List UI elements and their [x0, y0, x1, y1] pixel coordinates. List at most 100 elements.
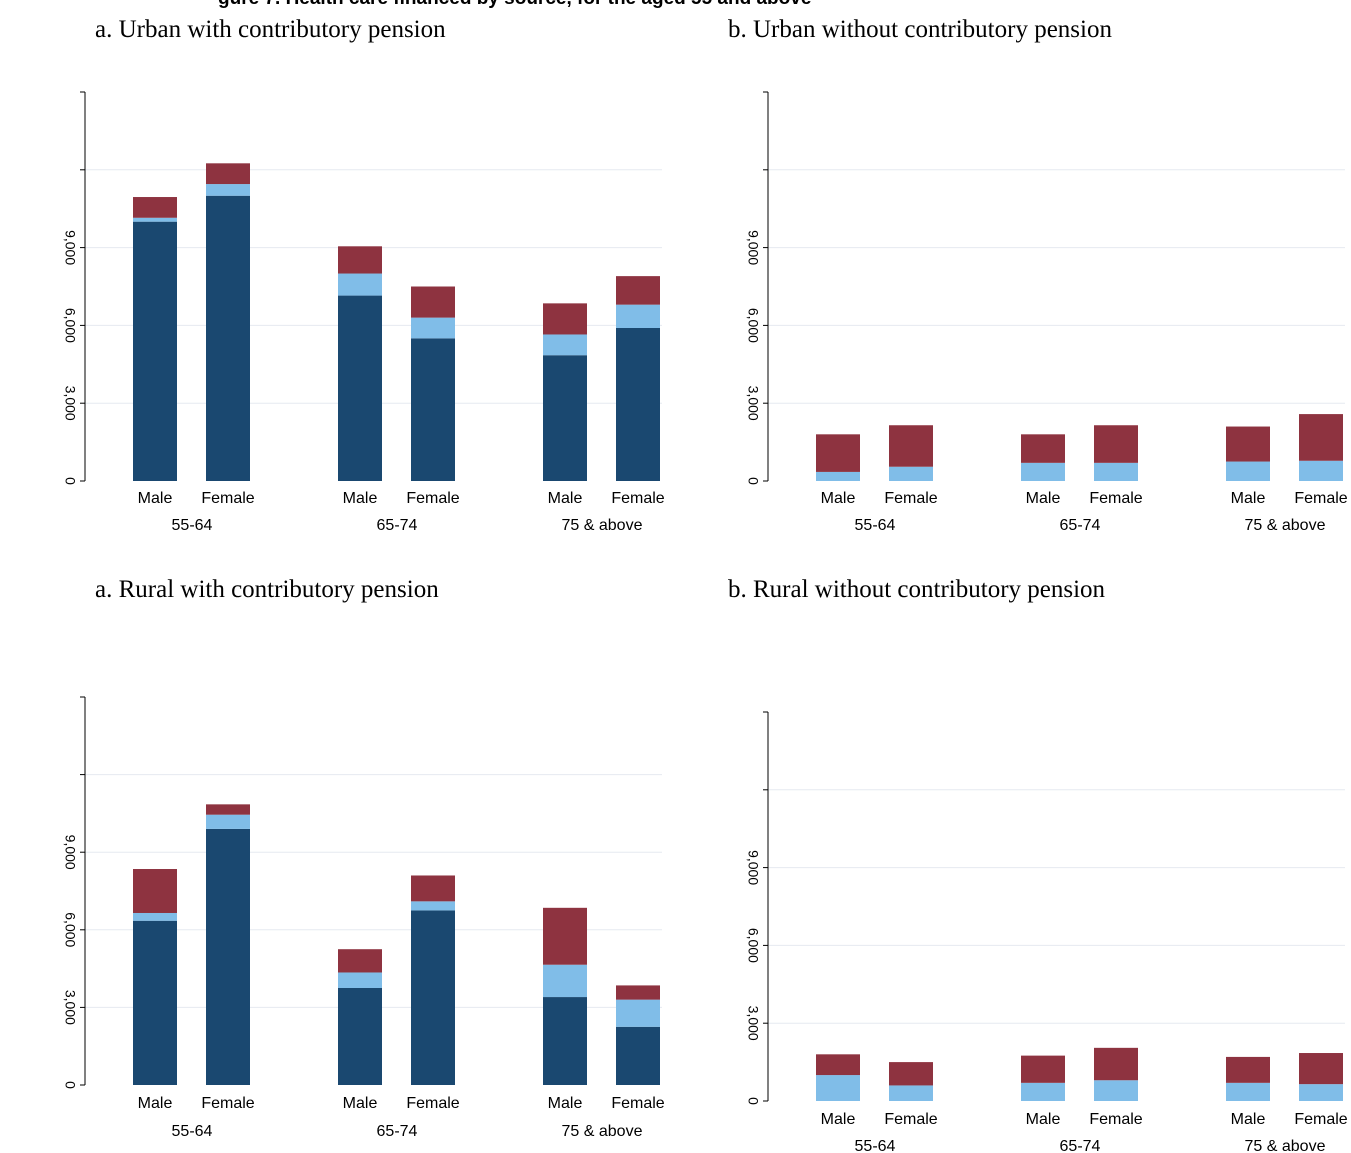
- bar-segment-2: [1094, 1080, 1138, 1101]
- panel-rural-without-pension: b. Rural without contributory pension 0 3…: [728, 576, 1348, 1153]
- bar-segment-3: [616, 985, 660, 1000]
- x-category-label: Female: [201, 490, 254, 507]
- x-category-label: Female: [884, 1111, 937, 1128]
- y-tick-label: 9,000: [62, 835, 78, 870]
- y-tick-label: 6,000: [62, 912, 78, 947]
- bar-segment-3: [1299, 1053, 1343, 1085]
- bar-segment-1: [133, 920, 177, 1085]
- bar-segment-3: [1021, 434, 1065, 463]
- y-tick-label: 3,000: [745, 386, 761, 421]
- bar-segment-3: [1299, 414, 1343, 461]
- bar-segment-3: [1226, 1056, 1270, 1083]
- y-tick-label: 3,000: [745, 1006, 761, 1041]
- x-category-label: Male: [138, 1095, 173, 1112]
- x-category-label: Male: [1231, 490, 1266, 507]
- bar-segment-2: [206, 184, 250, 196]
- panel-title: b. Urban without contributory pension: [728, 16, 1112, 43]
- bar-segment-2: [816, 471, 860, 481]
- bar-segment-2: [616, 999, 660, 1027]
- bar-segment-3: [411, 875, 455, 902]
- bar-segment-1: [543, 997, 587, 1085]
- x-category-label: Male: [1026, 490, 1061, 507]
- x-category-label: Female: [884, 490, 937, 507]
- x-category-label: Male: [343, 1095, 378, 1112]
- x-category-label: Female: [611, 1095, 664, 1112]
- bar-segment-2: [543, 964, 587, 998]
- bar-segment-2: [411, 901, 455, 911]
- x-group-label: 65-74: [377, 1123, 418, 1140]
- bar-segment-3: [1094, 425, 1138, 463]
- y-tick-label: 0: [62, 477, 78, 485]
- bar-segment-3: [543, 303, 587, 335]
- x-category-label: Female: [1089, 490, 1142, 507]
- x-category-label: Female: [406, 1095, 459, 1112]
- y-tick-label: 0: [745, 1097, 761, 1105]
- y-tick-label: 0: [62, 1081, 78, 1089]
- bar-segment-1: [133, 221, 177, 481]
- bar-segment-2: [1226, 461, 1270, 481]
- figure-title: gure 7. Health care financed by source, …: [218, 0, 811, 9]
- x-category-label: Male: [821, 1111, 856, 1128]
- x-category-label: Female: [1294, 1111, 1347, 1128]
- bar-segment-2: [338, 972, 382, 988]
- x-category-label: Female: [201, 1095, 254, 1112]
- bar-segment-1: [338, 988, 382, 1085]
- bar-segment-3: [616, 276, 660, 305]
- bar-segment-2: [1226, 1082, 1270, 1101]
- x-group-label: 65-74: [1060, 1138, 1101, 1153]
- x-group-label: 65-74: [377, 517, 418, 534]
- bar-segment-3: [133, 197, 177, 218]
- bar-segment-2: [889, 466, 933, 481]
- bar-segment-3: [889, 1062, 933, 1086]
- bar-segment-1: [206, 828, 250, 1085]
- x-category-label: Male: [1026, 1111, 1061, 1128]
- panel-title: a. Rural with contributory pension: [95, 576, 439, 603]
- bar-segment-3: [206, 804, 250, 815]
- y-tick-label: 6,000: [745, 928, 761, 963]
- y-tick-label: 9,000: [62, 230, 78, 265]
- x-category-label: Female: [1089, 1111, 1142, 1128]
- bar-segment-2: [1021, 462, 1065, 481]
- bar-segment-1: [616, 1026, 660, 1085]
- bar-segment-2: [411, 317, 455, 339]
- panel-urban-without-pension: b. Urban without contributory pension 0 3…: [728, 16, 1348, 534]
- x-group-label: 55-64: [855, 517, 896, 534]
- bar-segment-1: [338, 295, 382, 481]
- bar-segment-3: [543, 907, 587, 965]
- bar-segment-2: [543, 334, 587, 356]
- x-category-label: Male: [138, 490, 173, 507]
- x-category-label: Female: [611, 490, 664, 507]
- x-category-label: Male: [1231, 1111, 1266, 1128]
- x-group-label: 75 & above: [562, 1123, 643, 1140]
- bar-segment-2: [338, 273, 382, 296]
- bar-segment-2: [1021, 1082, 1065, 1101]
- x-category-label: Male: [548, 490, 583, 507]
- y-tick-label: 6,000: [745, 308, 761, 343]
- bar-segment-3: [1021, 1055, 1065, 1083]
- x-category-label: Male: [821, 490, 856, 507]
- bar-segment-1: [616, 327, 660, 481]
- y-tick-label: 9,000: [745, 850, 761, 885]
- bar-segment-2: [1094, 462, 1138, 481]
- bar-segment-3: [338, 949, 382, 973]
- bar-segment-3: [1094, 1047, 1138, 1081]
- panel-title: a. Urban with contributory pension: [95, 16, 446, 43]
- bar-segment-3: [411, 286, 455, 318]
- y-tick-label: 3,000: [62, 386, 78, 421]
- bar-segment-3: [1226, 426, 1270, 462]
- bar-segment-3: [338, 246, 382, 274]
- bar-segment-1: [543, 355, 587, 481]
- bar-segment-2: [616, 304, 660, 328]
- x-group-label: 75 & above: [1245, 517, 1326, 534]
- bar-segment-2: [1299, 1084, 1343, 1101]
- y-tick-label: 0: [745, 477, 761, 485]
- y-tick-label: 6,000: [62, 308, 78, 343]
- panel-rural-with-pension: a. Rural with contributory pension 0 3,00…: [62, 576, 664, 1140]
- bar-segment-2: [133, 217, 177, 222]
- bar-segment-1: [411, 338, 455, 481]
- bar-segment-1: [411, 910, 455, 1085]
- x-group-label: 55-64: [172, 1123, 213, 1140]
- x-category-label: Female: [1294, 490, 1347, 507]
- bar-segment-2: [889, 1085, 933, 1101]
